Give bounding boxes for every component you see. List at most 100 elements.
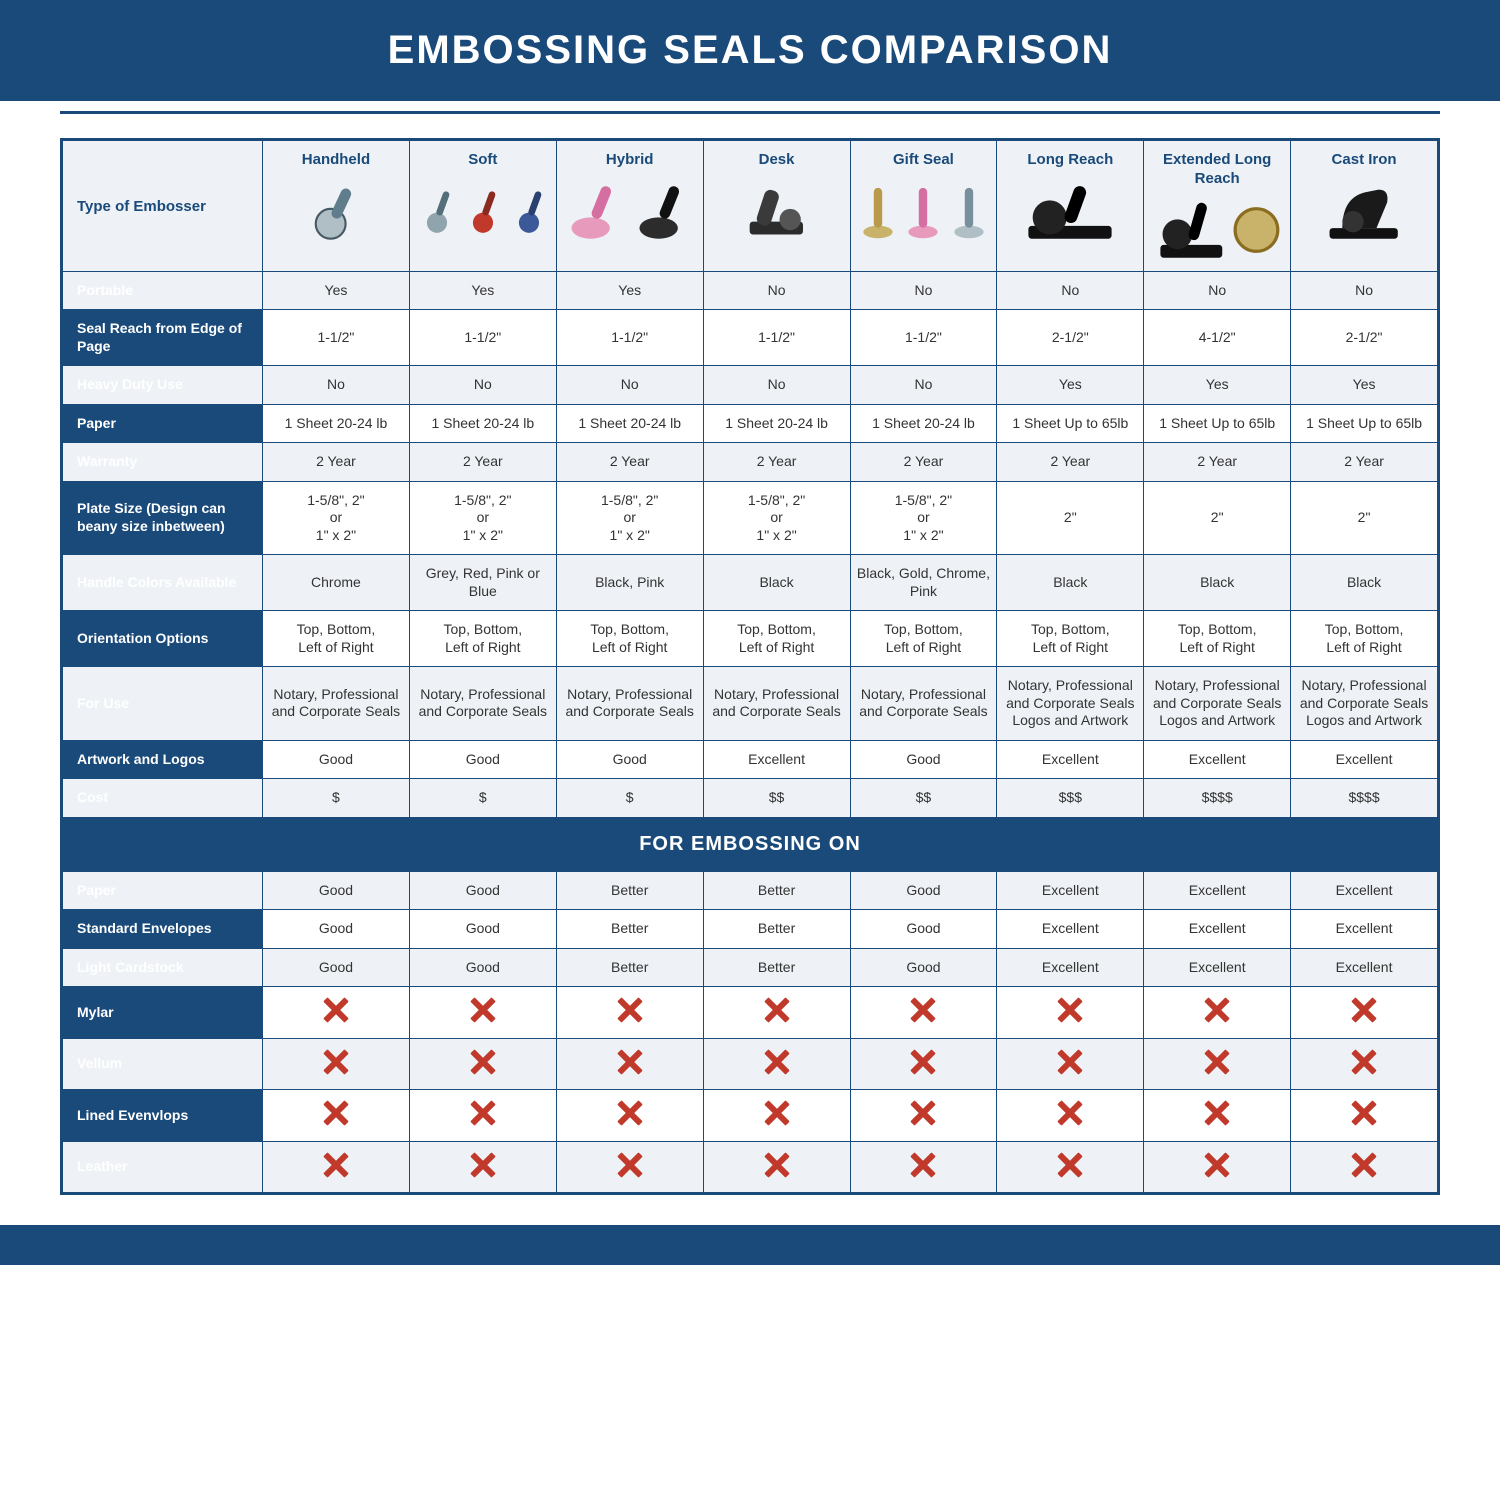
table-cell bbox=[850, 987, 997, 1039]
table-cell: $$$$ bbox=[1291, 779, 1438, 818]
table-cell bbox=[1144, 1141, 1291, 1193]
table-cell: 2 Year bbox=[1291, 443, 1438, 482]
table-cell: Good bbox=[556, 740, 703, 779]
table-cell: No bbox=[556, 366, 703, 405]
table-cell bbox=[556, 987, 703, 1039]
table-cell: 1 Sheet Up to 65lb bbox=[1144, 404, 1291, 443]
no-icon bbox=[1057, 1100, 1083, 1126]
table-cell: Good bbox=[409, 871, 556, 910]
table-cell bbox=[703, 1141, 850, 1193]
table-cell bbox=[556, 1038, 703, 1090]
table-cell: Excellent bbox=[703, 740, 850, 779]
table-cell: Good bbox=[263, 910, 410, 949]
embosser-soft-icon bbox=[416, 176, 550, 246]
no-icon bbox=[1351, 997, 1377, 1023]
table-cell bbox=[263, 1038, 410, 1090]
embosser-handheld-icon bbox=[269, 176, 403, 246]
table-cell: Notary, Professional and Corporate Seals… bbox=[1291, 667, 1438, 741]
table-cell: Good bbox=[409, 948, 556, 987]
table-cell: Notary, Professional and Corporate Seals… bbox=[997, 667, 1144, 741]
table-cell: Top, Bottom,Left of Right bbox=[556, 611, 703, 667]
row-label: Warranty bbox=[63, 443, 263, 482]
table-cell bbox=[263, 987, 410, 1039]
table-cell bbox=[409, 1141, 556, 1193]
table-row: Leather bbox=[63, 1141, 1438, 1193]
table-cell: Better bbox=[703, 871, 850, 910]
table-row: Standard EnvelopesGoodGoodBetterBetterGo… bbox=[63, 910, 1438, 949]
table-cell bbox=[850, 1141, 997, 1193]
table-cell: Better bbox=[556, 910, 703, 949]
table-cell: Excellent bbox=[1144, 871, 1291, 910]
table-cell: Black bbox=[997, 555, 1144, 611]
col-extended-long-reach: Extended Long Reach bbox=[1144, 141, 1291, 272]
table-row: PortableYesYesYesNoNoNoNoNo bbox=[63, 271, 1438, 310]
table-cell: Yes bbox=[1291, 366, 1438, 405]
table-cell: 1-5/8", 2"or1" x 2" bbox=[263, 481, 410, 555]
table-cell: Good bbox=[263, 871, 410, 910]
no-icon bbox=[1057, 997, 1083, 1023]
table-cell bbox=[997, 1090, 1144, 1142]
row-label: Standard Envelopes bbox=[63, 910, 263, 949]
table-cell: Notary, Professional and Corporate Seals bbox=[703, 667, 850, 741]
table-cell: 1-5/8", 2"or1" x 2" bbox=[850, 481, 997, 555]
table-cell: $$ bbox=[850, 779, 997, 818]
table-cell: Yes bbox=[1144, 366, 1291, 405]
embosser-castiron-icon bbox=[1297, 176, 1431, 246]
table-cell: 1-5/8", 2"or1" x 2" bbox=[556, 481, 703, 555]
table-cell: Good bbox=[263, 948, 410, 987]
table-cell: 1-1/2" bbox=[409, 310, 556, 366]
no-icon bbox=[470, 997, 496, 1023]
table-cell: 1 Sheet 20-24 lb bbox=[703, 404, 850, 443]
table-cell: Excellent bbox=[1291, 910, 1438, 949]
table-row: Handle Colors AvailableChromeGrey, Red, … bbox=[63, 555, 1438, 611]
table-cell bbox=[556, 1090, 703, 1142]
col-long-reach: Long Reach bbox=[997, 141, 1144, 272]
table-cell bbox=[1144, 1090, 1291, 1142]
table-cell bbox=[556, 1141, 703, 1193]
table-cell: 1 Sheet 20-24 lb bbox=[850, 404, 997, 443]
header-label: Type of Embosser bbox=[63, 141, 263, 272]
no-icon bbox=[1351, 1152, 1377, 1178]
table-cell: 2 Year bbox=[556, 443, 703, 482]
table-cell: Better bbox=[703, 948, 850, 987]
table-cell bbox=[1291, 1090, 1438, 1142]
comparison-table-wrapper: Type of Embosser Handheld Soft Hybrid De… bbox=[60, 138, 1440, 1195]
row-label: Orientation Options bbox=[63, 611, 263, 667]
table-cell: Notary, Professional and Corporate Seals bbox=[263, 667, 410, 741]
table-row: Warranty2 Year2 Year2 Year2 Year2 Year2 … bbox=[63, 443, 1438, 482]
table-cell: 1 Sheet 20-24 lb bbox=[409, 404, 556, 443]
table-cell bbox=[997, 987, 1144, 1039]
table-cell bbox=[997, 1141, 1144, 1193]
row-label: Cost bbox=[63, 779, 263, 818]
row-label: Portable bbox=[63, 271, 263, 310]
row-label: Handle Colors Available bbox=[63, 555, 263, 611]
row-label: Paper bbox=[63, 404, 263, 443]
table-header-row: Type of Embosser Handheld Soft Hybrid De… bbox=[63, 141, 1438, 272]
table-cell: $ bbox=[556, 779, 703, 818]
table-cell: $ bbox=[409, 779, 556, 818]
table-cell: Top, Bottom,Left of Right bbox=[1291, 611, 1438, 667]
table-cell: $$$ bbox=[997, 779, 1144, 818]
table-cell: Good bbox=[409, 740, 556, 779]
table-cell: Top, Bottom,Left of Right bbox=[703, 611, 850, 667]
no-icon bbox=[323, 1100, 349, 1126]
table-cell: 1-1/2" bbox=[263, 310, 410, 366]
row-label: Lined Evenvlops bbox=[63, 1090, 263, 1142]
table-row: Vellum bbox=[63, 1038, 1438, 1090]
table-cell: No bbox=[1144, 271, 1291, 310]
table-cell: No bbox=[997, 271, 1144, 310]
table-cell: 2 Year bbox=[703, 443, 850, 482]
table-cell: No bbox=[263, 366, 410, 405]
row-label: For Use bbox=[63, 667, 263, 741]
table-cell: $ bbox=[263, 779, 410, 818]
table-cell: No bbox=[703, 366, 850, 405]
table-cell bbox=[1291, 1141, 1438, 1193]
no-icon bbox=[617, 997, 643, 1023]
table-cell: Notary, Professional and Corporate Seals bbox=[556, 667, 703, 741]
table-cell: Excellent bbox=[1291, 871, 1438, 910]
no-icon bbox=[1204, 1100, 1230, 1126]
table-cell: Top, Bottom,Left of Right bbox=[409, 611, 556, 667]
table-cell: Better bbox=[703, 910, 850, 949]
no-icon bbox=[1057, 1049, 1083, 1075]
table-cell: Good bbox=[850, 910, 997, 949]
